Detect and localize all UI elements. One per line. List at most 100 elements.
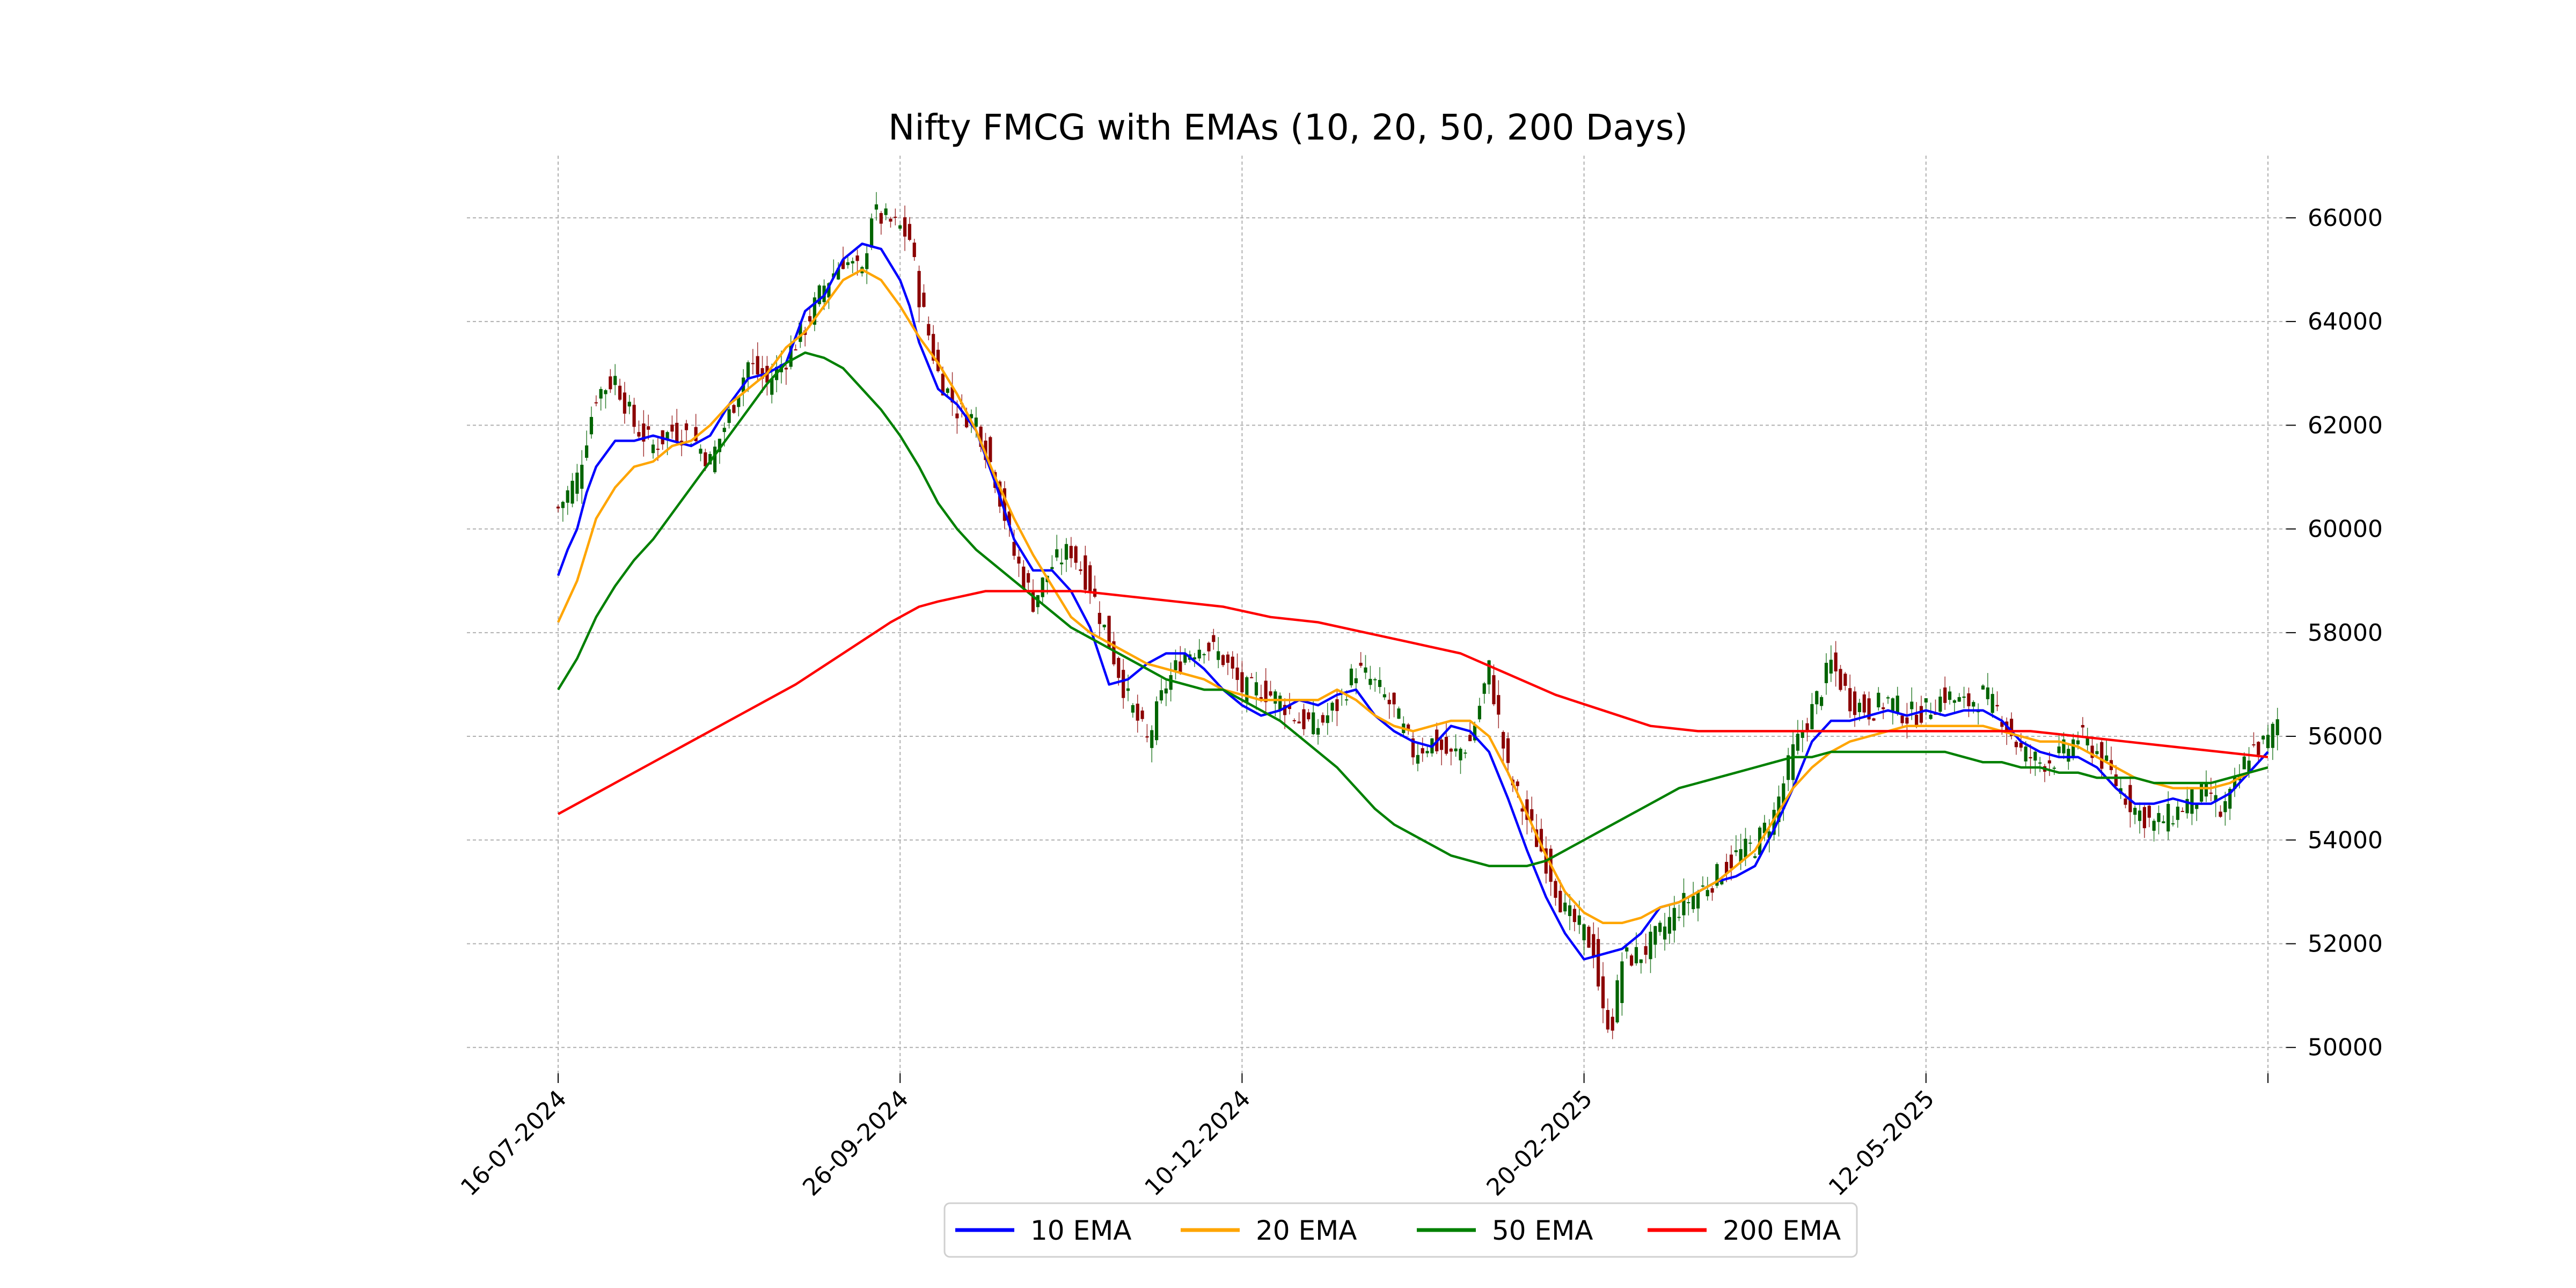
candle-body [1345, 699, 1349, 701]
y-tick-label: 64000 [2308, 308, 2383, 335]
legend-frame [943, 1202, 1858, 1258]
candle-body [984, 441, 987, 460]
candle-body [1839, 669, 1842, 690]
candle-body [1572, 909, 1576, 923]
candle-layer [556, 192, 2279, 1040]
x-tick-label: 26-09-2024 [797, 1085, 914, 1202]
candle-body [1326, 715, 1329, 723]
candle-body [1278, 696, 1282, 711]
candle-body [1112, 641, 1116, 664]
candle-body [1259, 697, 1263, 700]
candle-body [1497, 695, 1501, 715]
candle-body [879, 213, 883, 224]
candle-body [1910, 701, 1914, 709]
candle-body [1174, 660, 1177, 670]
candle-body [1948, 691, 1952, 700]
candle-body [1368, 678, 1372, 685]
candle-body [1297, 721, 1301, 723]
candle-body [1715, 864, 1719, 886]
candle-body [2176, 807, 2179, 820]
candle-body [656, 449, 660, 450]
candle-body [1710, 888, 1714, 893]
candle-body [585, 445, 589, 458]
candle-body [1667, 917, 1671, 934]
candle-body [1159, 690, 1163, 701]
candle-body [580, 464, 584, 489]
candle-body [2142, 807, 2146, 829]
candle-body [2162, 821, 2165, 823]
candle-body [1577, 915, 1581, 925]
candle-body [2067, 749, 2070, 762]
candle-body [1245, 677, 1249, 702]
candle-body [1872, 718, 1876, 721]
candle-body [1568, 905, 1572, 916]
candle-body [718, 438, 721, 452]
candle-body [1212, 635, 1216, 642]
candle-body [1672, 908, 1676, 931]
candle-body [932, 334, 935, 361]
candle-body [751, 363, 755, 364]
candle-body [1582, 924, 1586, 941]
candle-body [570, 480, 574, 504]
candle-body [941, 374, 945, 396]
candle-body [2038, 762, 2042, 764]
candle-body [955, 413, 959, 419]
candle-body [1587, 926, 1591, 948]
candle-body [1787, 755, 1790, 780]
candle-body [817, 285, 821, 304]
candle-body [1734, 850, 1738, 852]
candle-body [1217, 651, 1220, 660]
candle-body [912, 243, 916, 257]
candle-body [1986, 687, 1989, 699]
x-tick-label: 16-07-2024 [456, 1085, 572, 1202]
candle-body [2257, 742, 2260, 755]
candle-body [2114, 774, 2118, 786]
candle-body [1335, 699, 1339, 711]
legend-label: 200 EMA [1723, 1215, 1841, 1246]
candle-body [1891, 698, 1894, 711]
candle-body [1952, 700, 1956, 703]
candle-body [2047, 760, 2051, 764]
candle-body [1269, 691, 1272, 696]
candle-body [594, 402, 598, 404]
candle-body [1853, 691, 1857, 715]
candle-body [1615, 980, 1619, 1023]
candle-body [722, 428, 726, 432]
candle-body [1449, 749, 1453, 752]
candle-body [1084, 555, 1087, 590]
candle-body [1444, 737, 1448, 754]
candle-body [1896, 696, 1899, 713]
candle-body [2133, 808, 2137, 815]
candle-body [2090, 745, 2094, 758]
candle-body [1867, 698, 1871, 720]
candle-body [1644, 946, 1648, 955]
candle-body [2266, 735, 2270, 749]
candle-body [1378, 679, 1382, 687]
candle-body [1558, 890, 1562, 912]
candle-body [1392, 692, 1396, 705]
candle-body [1815, 691, 1819, 705]
candle-body [2085, 737, 2089, 745]
candle-body [1221, 655, 1225, 665]
candle-body [2076, 740, 2080, 744]
candle-body [1692, 896, 1695, 910]
candle-body [713, 447, 717, 472]
candle-body [1882, 707, 1885, 709]
candle-body [1658, 923, 1662, 932]
candle-body [1601, 976, 1605, 1008]
legend-label: 20 EMA [1256, 1215, 1357, 1246]
candle-body [1307, 712, 1311, 720]
candle-body [855, 255, 859, 261]
candle-body [1687, 902, 1690, 904]
candle-body [1972, 702, 1975, 707]
candle-body [884, 208, 888, 215]
candle-body [1663, 926, 1667, 940]
candle-body [1630, 955, 1634, 966]
candle-body [1597, 939, 1600, 987]
candle-body [794, 349, 797, 350]
candle-body [1554, 881, 1557, 898]
candle-body [1459, 749, 1462, 760]
candle-body [1007, 511, 1011, 525]
candle-body [1321, 715, 1324, 723]
